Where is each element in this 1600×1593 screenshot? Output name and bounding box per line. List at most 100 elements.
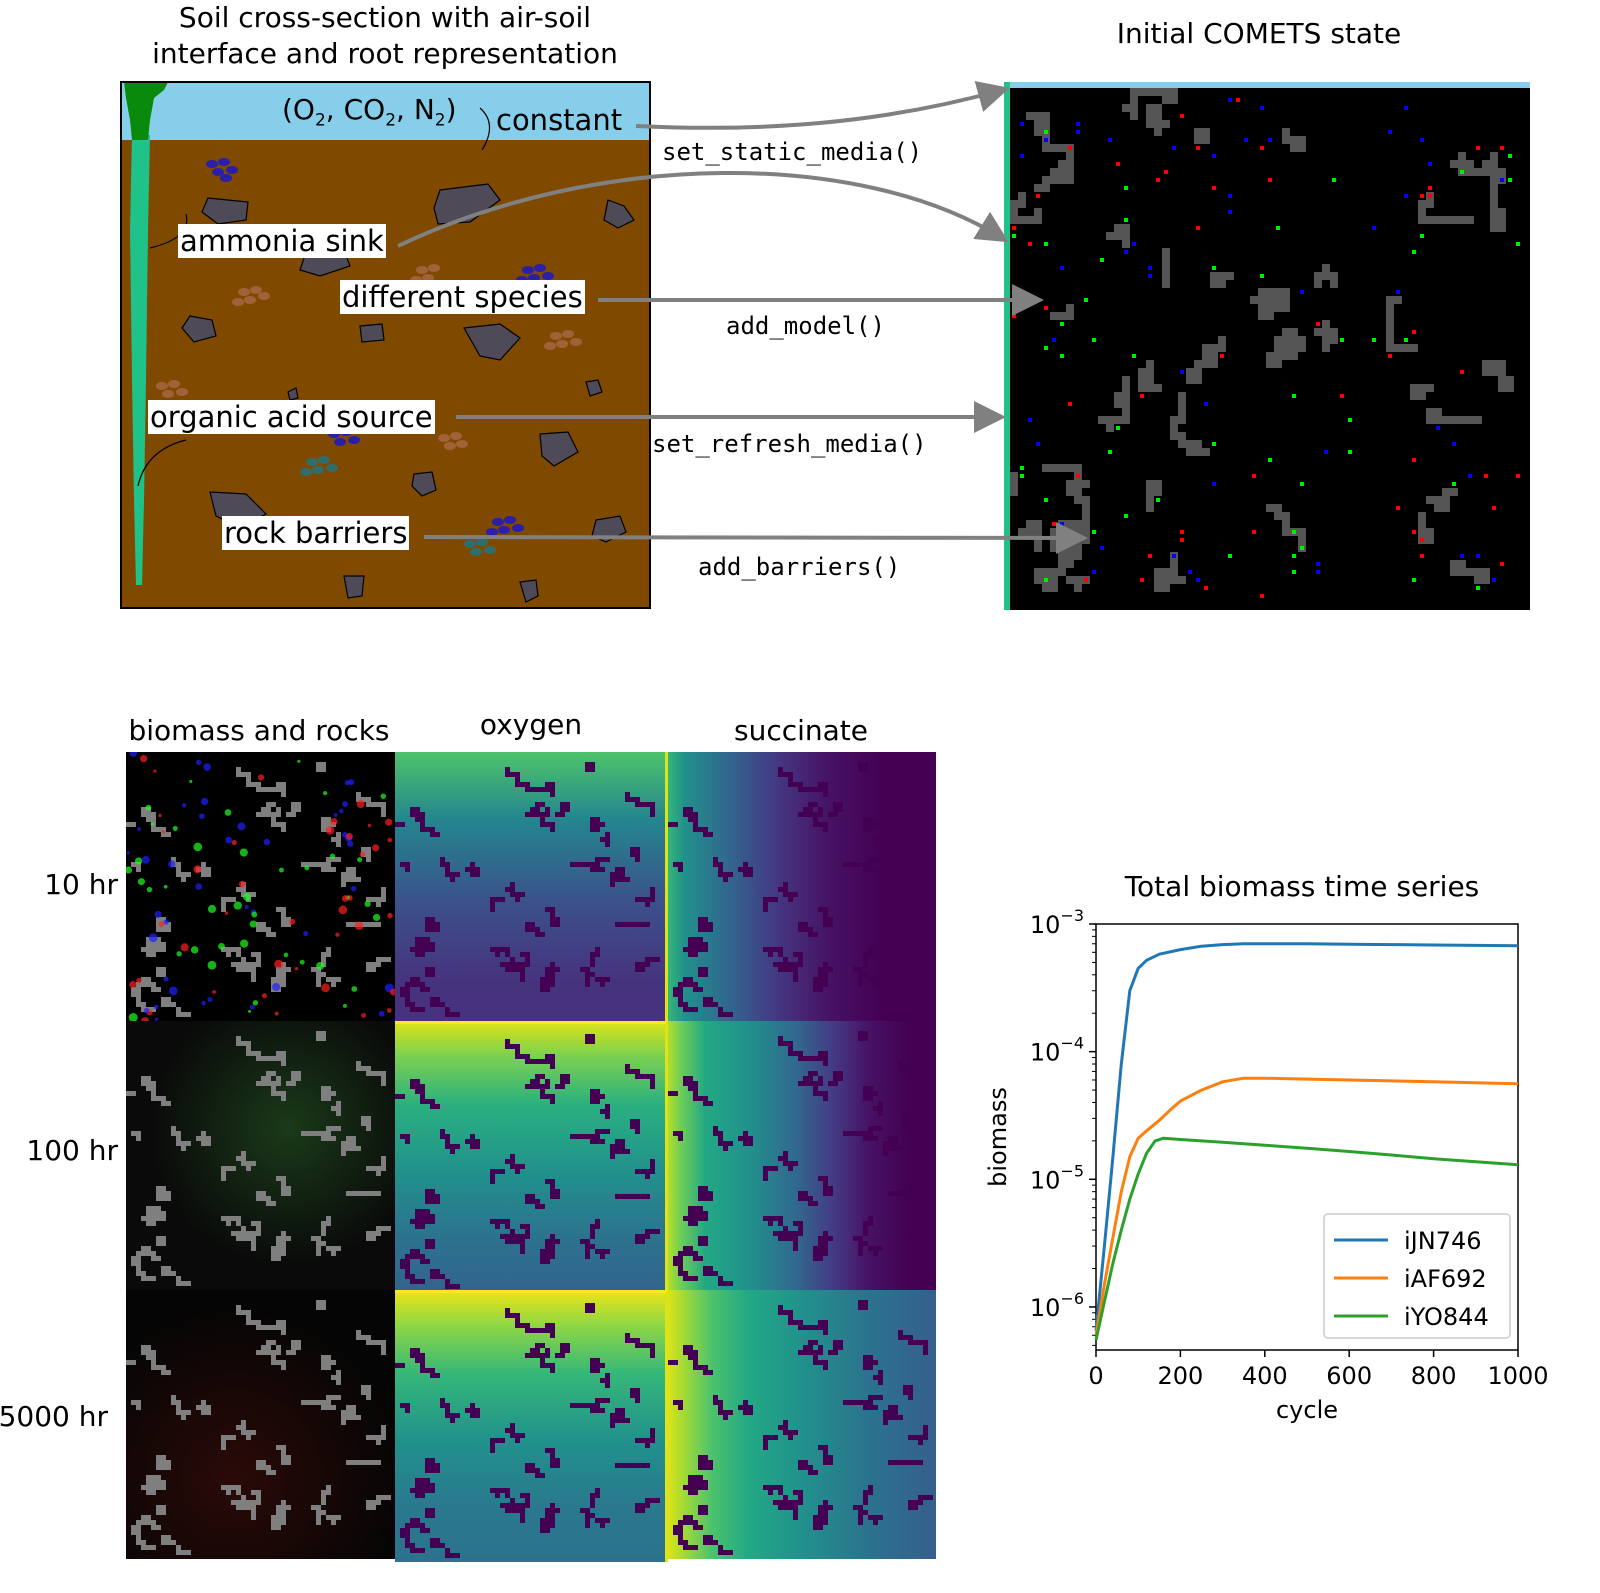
rock-cell: [425, 1214, 430, 1219]
rock-cell: [708, 1535, 713, 1540]
biomass-spot: [207, 904, 217, 914]
rock-cell: [595, 1134, 600, 1139]
rock-cell: [693, 987, 698, 992]
microbe-cell: [1028, 242, 1032, 246]
rock-cell: [286, 917, 291, 922]
barrier-cell: [1394, 344, 1402, 352]
rock-cell: [136, 1002, 141, 1007]
rock-cell: [500, 1503, 505, 1508]
rock-cell: [635, 1463, 640, 1468]
rock-cell: [381, 1425, 386, 1430]
rock-cell: [813, 1325, 818, 1330]
rock-cell: [231, 1500, 236, 1505]
rock-cell: [226, 1221, 231, 1226]
rock-cell: [346, 877, 351, 882]
rock-cell: [520, 1518, 525, 1523]
rock-cell: [728, 1281, 733, 1286]
rock-cell: [286, 922, 291, 927]
rock-cell: [650, 1438, 655, 1443]
col-title-succinate: succinate: [733, 714, 868, 747]
rock-cell: [545, 1508, 550, 1513]
rock-cell: [435, 927, 440, 932]
rock-cell: [703, 1455, 708, 1460]
rock-cell: [301, 1131, 306, 1136]
rock-cell: [336, 1395, 341, 1400]
rock-cell: [520, 1234, 525, 1239]
rock-cell: [580, 862, 585, 867]
barrier-cell: [1186, 440, 1194, 448]
biomass-spot: [342, 801, 348, 808]
rock-cell: [550, 1363, 555, 1368]
rock-cell: [425, 967, 430, 972]
rock-cell: [888, 1405, 893, 1410]
rock-cell: [281, 827, 286, 832]
rock-cell: [291, 1345, 296, 1350]
rock-cell: [555, 1084, 560, 1089]
rock-cell: [818, 1515, 823, 1520]
rock-cell: [151, 812, 156, 817]
rock-cell: [475, 1144, 480, 1149]
rock-cell: [723, 1410, 728, 1415]
microbe-cell: [1196, 578, 1200, 582]
rock-cell: [570, 1403, 575, 1408]
rock-cell: [605, 1114, 610, 1119]
rock-cell: [590, 1134, 595, 1139]
rock-cell: [803, 1081, 808, 1086]
rock-cell: [361, 1385, 366, 1390]
rock-cell: [510, 1508, 515, 1513]
barrier-cell: [1274, 336, 1282, 344]
rock-cell: [276, 807, 281, 812]
rock-cell: [823, 972, 828, 977]
barrier-cell: [1506, 376, 1514, 384]
rock-cell: [251, 1510, 256, 1515]
rock-cell: [545, 982, 550, 987]
barrier-cell: [1498, 216, 1506, 224]
rock-cell: [718, 1400, 723, 1405]
rock-cell: [366, 1335, 371, 1340]
rock-cell: [823, 782, 828, 787]
rock-cell: [923, 897, 928, 902]
rock-cell: [703, 1540, 708, 1545]
rock-cell: [455, 1012, 460, 1017]
rock-cell: [356, 1146, 361, 1151]
rock-cell: [236, 767, 241, 772]
rock-cell: [141, 977, 146, 982]
rock-cell: [430, 1239, 435, 1244]
rock-cell: [146, 1216, 151, 1221]
rock-cell: [470, 1144, 475, 1149]
rock-cell: [525, 1498, 530, 1503]
rock-cell: [351, 922, 356, 927]
rock-cell: [261, 927, 266, 932]
rock-cell: [161, 1271, 166, 1276]
rock-cell: [420, 1259, 425, 1264]
microbe-cell: [1460, 370, 1464, 374]
rock-cell: [535, 1059, 540, 1064]
biomass-spot: [345, 832, 353, 840]
barrier-cell: [1282, 512, 1290, 520]
barrier-cell: [1274, 504, 1282, 512]
rock-cell: [645, 1498, 650, 1503]
rock-cell: [823, 977, 828, 982]
rock-cell: [286, 967, 291, 972]
rock-cell: [640, 967, 645, 972]
microbe-cell: [1244, 138, 1248, 142]
rock-cell: [530, 922, 535, 927]
rock-cell: [590, 862, 595, 867]
rock-cell: [763, 902, 768, 907]
rock-cell: [615, 1144, 620, 1149]
barrier-cell: [1146, 480, 1154, 488]
rock-cell: [281, 967, 286, 972]
rock-cell: [853, 967, 858, 972]
rock-cell: [530, 1079, 535, 1084]
rock-cell: [251, 1430, 256, 1435]
barrier-cell: [1490, 200, 1498, 208]
rock-cell: [595, 1368, 600, 1373]
rock-cell: [136, 867, 141, 872]
rock-cell: [181, 1410, 186, 1415]
rock-cell: [331, 1405, 336, 1410]
biomass-spot: [372, 844, 380, 852]
rock-cell: [490, 947, 495, 952]
rock-cell: [560, 1084, 565, 1089]
barrier-cell: [1074, 552, 1082, 560]
rock-cell: [703, 1096, 708, 1101]
